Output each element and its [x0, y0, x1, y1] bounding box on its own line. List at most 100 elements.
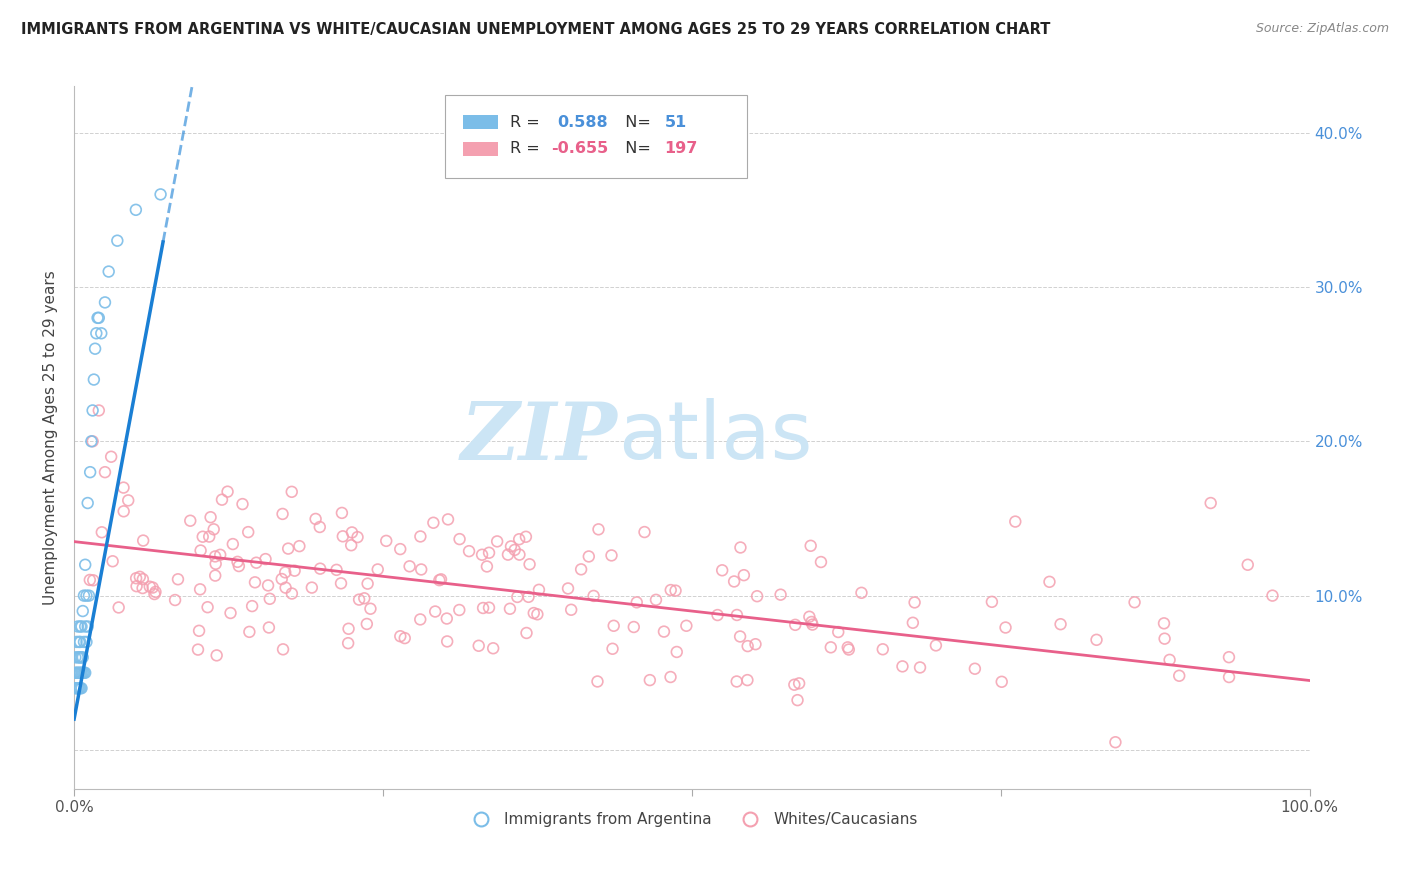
Point — [1085, 632, 1108, 647]
Point — [125, 579, 148, 593]
Point — [198, 530, 221, 544]
Point — [422, 516, 444, 530]
Text: R =: R = — [510, 115, 550, 129]
Point — [1153, 616, 1175, 631]
Point — [284, 564, 307, 578]
Point — [508, 533, 530, 547]
Point — [356, 617, 378, 632]
Point — [67, 635, 90, 649]
Point — [389, 542, 412, 557]
Point — [73, 635, 96, 649]
Text: ZIP: ZIP — [461, 399, 617, 476]
Point — [226, 555, 249, 569]
Point — [725, 607, 748, 622]
Point — [560, 603, 582, 617]
Point — [228, 559, 250, 574]
Point — [204, 568, 226, 582]
Point — [274, 566, 297, 580]
Point — [188, 624, 211, 638]
Point — [389, 629, 412, 643]
Point — [70, 681, 93, 696]
Point — [66, 650, 89, 665]
Point — [142, 581, 165, 595]
Point — [409, 529, 432, 543]
Point — [309, 562, 332, 576]
Point — [101, 554, 124, 568]
Point — [745, 589, 768, 603]
Point — [347, 592, 370, 607]
Text: N=: N= — [616, 141, 657, 156]
Point — [903, 595, 925, 609]
Point — [66, 665, 89, 680]
Point — [66, 681, 89, 696]
Point — [1261, 589, 1284, 603]
Point — [167, 572, 190, 586]
FancyBboxPatch shape — [463, 115, 498, 129]
Point — [467, 639, 489, 653]
Point — [112, 481, 135, 495]
Point — [325, 563, 347, 577]
Point — [496, 548, 519, 562]
Point — [190, 543, 212, 558]
FancyBboxPatch shape — [463, 142, 498, 156]
Point — [375, 533, 398, 548]
FancyBboxPatch shape — [444, 95, 748, 178]
Point — [901, 615, 924, 630]
Point — [288, 539, 311, 553]
Point — [304, 512, 326, 526]
Point — [925, 639, 948, 653]
Point — [602, 641, 624, 656]
Point — [69, 681, 91, 696]
Point — [149, 187, 172, 202]
Point — [1123, 595, 1146, 609]
Point — [706, 608, 728, 623]
Point — [73, 589, 96, 603]
Point — [486, 534, 509, 549]
Point — [728, 630, 751, 644]
Point — [449, 532, 471, 546]
Point — [588, 522, 610, 536]
Point — [65, 681, 87, 696]
Point — [723, 574, 745, 589]
Point — [356, 576, 378, 591]
Point — [75, 665, 97, 680]
Point — [257, 620, 280, 634]
Point — [659, 670, 682, 684]
Point — [730, 541, 752, 555]
Point — [409, 612, 432, 626]
Point — [626, 595, 648, 609]
Point — [340, 538, 363, 552]
Point — [197, 600, 219, 615]
Point — [139, 580, 162, 594]
Point — [394, 631, 416, 645]
Point — [72, 665, 94, 680]
Point — [733, 568, 755, 582]
Point — [75, 619, 97, 633]
Text: R =: R = — [510, 141, 546, 156]
Point — [69, 619, 91, 633]
Point — [219, 606, 242, 620]
Point — [125, 571, 148, 585]
Point — [231, 497, 253, 511]
Point — [200, 510, 222, 524]
Point — [638, 673, 661, 687]
Point — [69, 650, 91, 665]
Point — [222, 537, 245, 551]
Point — [66, 619, 89, 633]
Point — [799, 609, 821, 624]
Point — [963, 662, 986, 676]
Point — [70, 619, 93, 633]
Point — [1218, 670, 1240, 684]
Point — [458, 544, 481, 558]
Point — [69, 665, 91, 680]
Point — [67, 665, 90, 680]
Point — [472, 601, 495, 615]
Point — [1236, 558, 1258, 572]
Point — [800, 539, 823, 553]
Point — [332, 529, 354, 543]
Point — [65, 665, 87, 680]
Point — [398, 559, 420, 574]
Point — [515, 530, 537, 544]
Point — [72, 650, 94, 665]
Point — [1218, 650, 1240, 665]
